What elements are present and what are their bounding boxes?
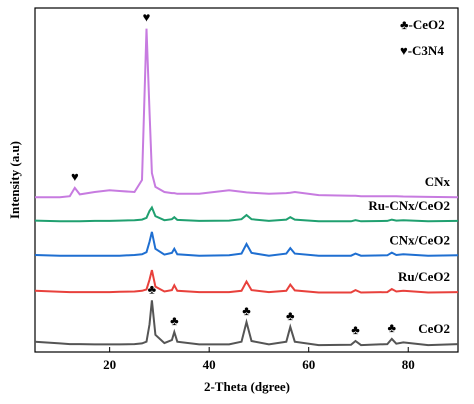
peak-marker: ♣ (148, 281, 157, 296)
plot-frame (34, 7, 459, 353)
peak-marker: ♣ (286, 308, 295, 323)
series-label: CeO2 (418, 321, 450, 336)
series-label: CNx (425, 174, 451, 189)
xrd-line (34, 205, 459, 223)
key-entry: ♣-CeO2 (400, 17, 445, 32)
x-tick-label: 20 (103, 357, 116, 372)
x-tick-label: 60 (302, 357, 315, 372)
xrd-line (35, 28, 459, 199)
series-label: Ru-CNx/CeO2 (368, 198, 450, 213)
peak-marker: ♣ (351, 322, 360, 337)
peak-marker: ♣ (242, 303, 251, 318)
peak-marker: ♣ (388, 320, 397, 335)
series-label: Ru/CeO2 (398, 269, 450, 284)
key-entry: ♥-C3N4 (400, 43, 444, 58)
x-tick-label: 40 (203, 357, 216, 372)
x-axis-label: 2-Theta (dgree) (204, 379, 290, 394)
xrd-line (34, 231, 459, 257)
x-tick-label: 80 (402, 357, 415, 372)
y-axis-label: Intensity (a.u) (7, 141, 22, 219)
peak-marker: ♥ (71, 169, 79, 184)
peak-marker: ♣ (170, 313, 179, 328)
xrd-line (34, 300, 459, 347)
xrd-line (34, 269, 459, 294)
series-label: CNx/CeO2 (389, 232, 450, 247)
peak-marker: ♥ (143, 10, 151, 25)
